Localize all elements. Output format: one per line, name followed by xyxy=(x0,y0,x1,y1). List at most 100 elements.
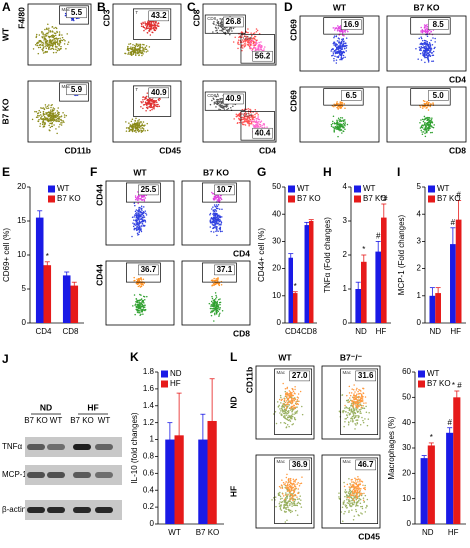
event-dot xyxy=(59,41,62,44)
band xyxy=(47,444,65,450)
event-dot xyxy=(61,121,63,124)
event-dot xyxy=(251,122,253,124)
event-dot xyxy=(284,410,287,412)
band xyxy=(47,507,65,513)
event-dot xyxy=(355,394,357,397)
event-dot xyxy=(216,300,218,303)
event-dot xyxy=(211,99,213,102)
event-dot xyxy=(143,48,145,50)
event-dot xyxy=(217,219,219,221)
event-dot xyxy=(420,31,422,33)
event-dot xyxy=(144,46,147,49)
event-dot xyxy=(291,482,293,485)
event-dot xyxy=(281,487,284,490)
event-dot xyxy=(333,57,335,60)
lane-label: WT xyxy=(50,416,63,425)
event-dot xyxy=(354,491,357,493)
event-dot xyxy=(284,494,287,496)
event-dot xyxy=(53,116,55,118)
event-dot xyxy=(131,129,133,132)
event-dot xyxy=(281,411,284,413)
event-dot xyxy=(34,110,36,113)
event-dot xyxy=(425,50,427,52)
event-dot xyxy=(353,414,355,416)
bar xyxy=(304,225,309,323)
event-dot xyxy=(296,406,298,408)
y-tick-label: 4 xyxy=(417,209,422,218)
gate xyxy=(340,368,379,435)
event-dot xyxy=(216,279,219,282)
event-dot xyxy=(39,125,41,128)
event-dot xyxy=(364,488,367,491)
event-dot xyxy=(145,212,147,215)
bar xyxy=(361,261,367,323)
event-dot xyxy=(142,295,145,298)
event-dot xyxy=(336,101,338,103)
event-dot xyxy=(362,484,364,487)
event-dot xyxy=(283,400,286,403)
event-dot xyxy=(242,121,244,123)
event-dot xyxy=(287,411,290,414)
event-dot xyxy=(38,34,41,36)
event-dot xyxy=(215,206,217,208)
event-dot xyxy=(297,482,299,484)
event-dot xyxy=(290,417,292,420)
event-dot xyxy=(133,223,136,225)
column-label: WT xyxy=(333,2,347,12)
event-dot xyxy=(357,476,359,478)
event-dot xyxy=(291,488,293,491)
event-dot xyxy=(335,52,337,54)
event-dot xyxy=(333,49,336,52)
event-dot xyxy=(333,127,335,129)
event-dot xyxy=(242,47,244,49)
event-dot xyxy=(35,116,38,118)
event-dot xyxy=(291,423,293,426)
bar xyxy=(375,251,381,323)
error-bar xyxy=(64,271,70,279)
event-dot xyxy=(348,385,351,388)
event-dot xyxy=(356,399,358,401)
event-dot xyxy=(255,120,258,122)
event-dot xyxy=(361,513,363,515)
event-dot xyxy=(137,307,139,309)
event-dot xyxy=(283,412,285,415)
event-dot xyxy=(49,111,52,114)
event-dot xyxy=(348,422,350,424)
event-dot xyxy=(287,401,289,404)
event-dot xyxy=(219,25,221,27)
event-dot xyxy=(420,125,423,128)
event-dot xyxy=(259,121,262,123)
event-dot xyxy=(140,305,143,308)
event-dot xyxy=(139,129,141,132)
event-dot xyxy=(287,506,289,509)
event-dot xyxy=(131,118,134,121)
event-dot xyxy=(347,30,349,33)
event-dot xyxy=(347,496,349,499)
event-dot xyxy=(213,284,215,286)
gate-value: 46.7 xyxy=(358,460,374,469)
flow-plot: 5.0 xyxy=(386,86,467,143)
event-dot xyxy=(53,108,56,110)
event-dot xyxy=(348,510,350,512)
event-dot xyxy=(294,479,297,481)
event-dot xyxy=(360,492,362,494)
event-dot xyxy=(288,425,290,428)
event-dot xyxy=(215,204,218,206)
event-dot xyxy=(58,44,60,47)
event-dot xyxy=(420,49,422,52)
event-dot xyxy=(255,39,258,42)
event-dot xyxy=(219,197,221,199)
event-dot xyxy=(141,209,143,211)
event-dot xyxy=(430,48,433,50)
gate xyxy=(126,262,161,283)
event-dot xyxy=(296,410,299,412)
event-dot xyxy=(216,234,218,237)
event-dot xyxy=(282,382,284,385)
event-dot xyxy=(299,495,301,497)
event-dot xyxy=(423,115,426,118)
event-dot xyxy=(140,302,143,305)
event-dot xyxy=(284,411,287,414)
event-dot xyxy=(432,60,435,62)
event-dot xyxy=(215,220,218,223)
event-dot xyxy=(285,426,288,429)
